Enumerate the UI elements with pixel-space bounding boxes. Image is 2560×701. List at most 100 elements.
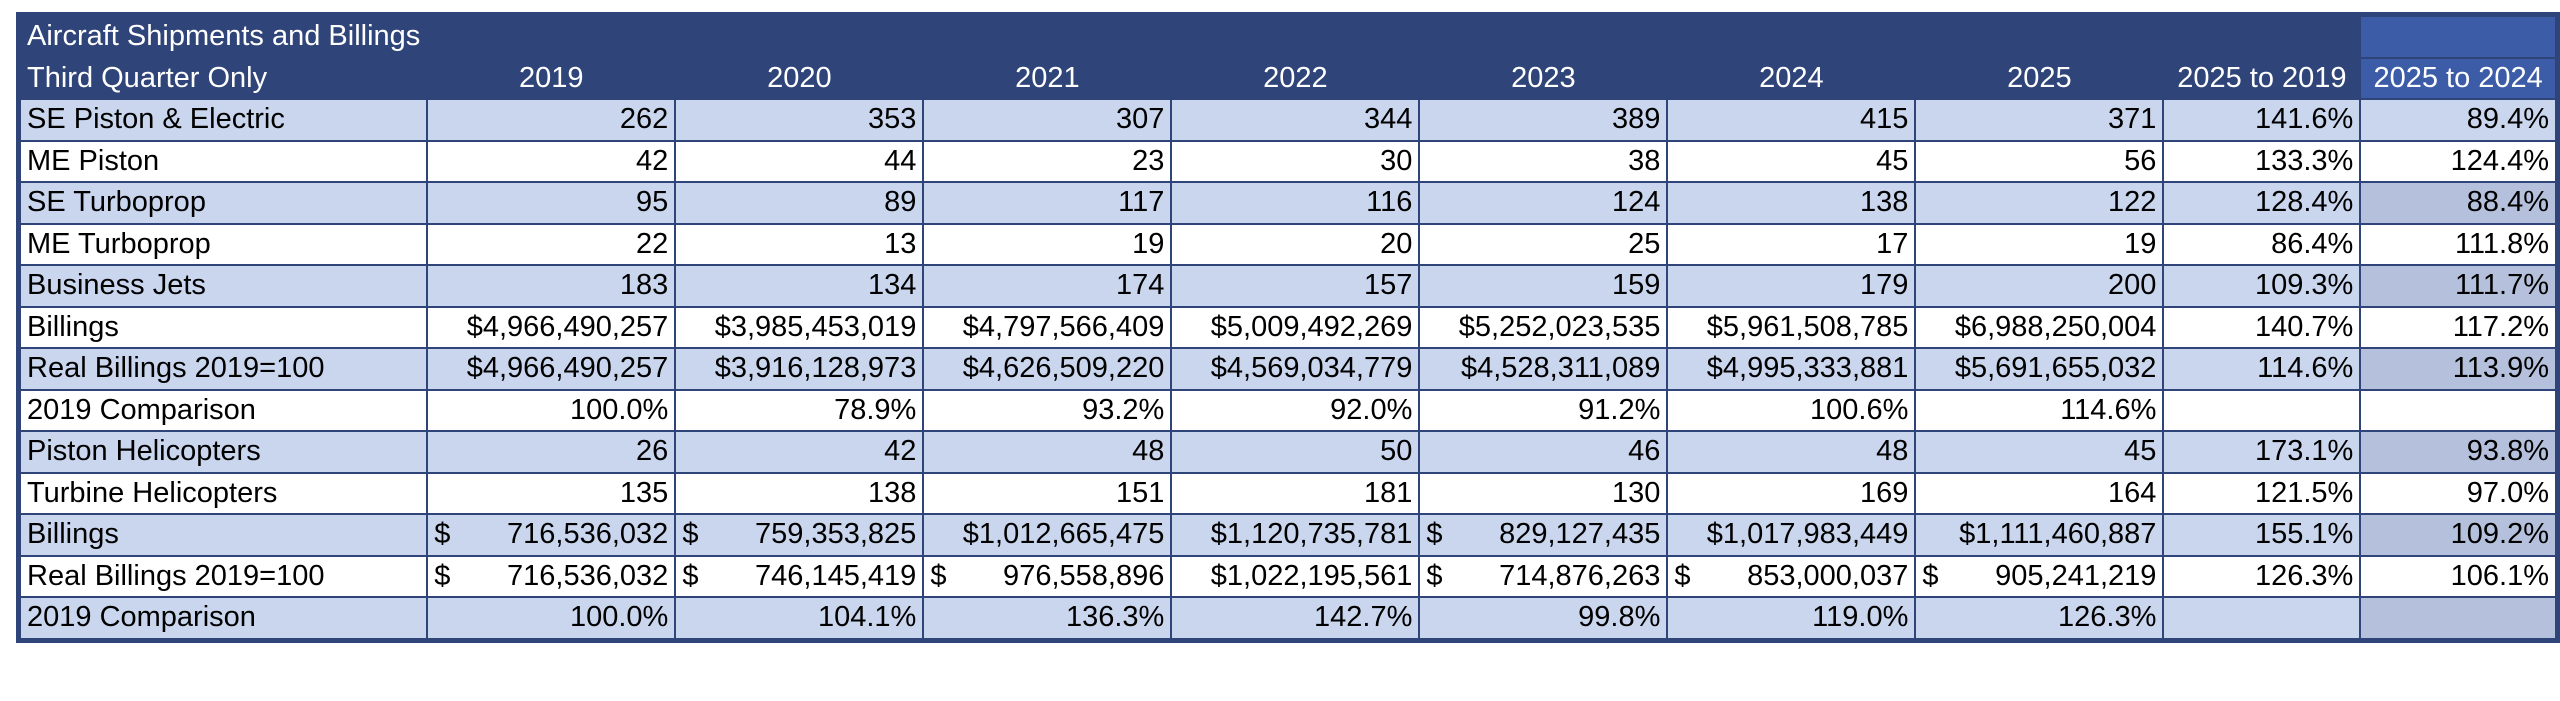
cell: 151 xyxy=(922,471,1173,515)
cell: 114.6% xyxy=(1914,388,2165,432)
cell: 371 xyxy=(1914,98,2165,142)
cell: $5,961,508,785 xyxy=(1666,305,1917,349)
row-label: 2019 Comparison xyxy=(17,596,429,641)
cell: $5,691,655,032 xyxy=(1914,347,2165,391)
cell: 134 xyxy=(674,264,925,308)
data-row: ME Turboprop 22 13 19 20 25 17 19 86.4% 111.8% xyxy=(17,222,2559,266)
cell: 181 xyxy=(1170,471,1421,515)
cell: 200 xyxy=(1914,264,2165,308)
cell: 48 xyxy=(922,430,1173,474)
cell: 25 xyxy=(1418,222,1669,266)
cell: 111.7% xyxy=(2359,264,2559,308)
cell xyxy=(2162,596,2362,641)
cell: 109.2% xyxy=(2359,513,2559,557)
cell: 389 xyxy=(1418,98,1669,142)
row-label: Billings xyxy=(17,513,429,557)
data-row: Billings $ 716,536,032 $ 759,353,825 $1,012… xyxy=(17,513,2559,557)
cell: 17 xyxy=(1666,222,1917,266)
data-row: ME Piston 42 44 23 30 38 45 56 133.3% 124.4% xyxy=(17,139,2559,183)
cell: 136.3% xyxy=(922,596,1173,641)
cell: 174 xyxy=(922,264,1173,308)
cell: 124.4% xyxy=(2359,139,2559,183)
row-label: Turbine Helicopters xyxy=(17,471,429,515)
cell: 45 xyxy=(1914,430,2165,474)
cell: 128.4% xyxy=(2162,181,2362,225)
cell xyxy=(1666,13,1917,59)
cell: 307 xyxy=(922,98,1173,142)
data-row: Real Billings 2019=100 $ 716,536,032 $ 746… xyxy=(17,554,2559,598)
cell xyxy=(2162,388,2362,432)
column-header: 2021 xyxy=(922,56,1173,100)
cell: 140.7% xyxy=(2162,305,2362,349)
cell: $3,985,453,019 xyxy=(674,305,925,349)
cell: 126.3% xyxy=(1914,596,2165,641)
cell xyxy=(2162,13,2362,59)
cell xyxy=(1170,13,1421,59)
cell xyxy=(2359,596,2559,641)
cell: $ 716,536,032 xyxy=(426,554,677,598)
cell: 121.5% xyxy=(2162,471,2362,515)
cell: 133.3% xyxy=(2162,139,2362,183)
cell: 20 xyxy=(1170,222,1421,266)
cell: 130 xyxy=(1418,471,1669,515)
cell: 119.0% xyxy=(1666,596,1917,641)
column-header: 2020 xyxy=(674,56,925,100)
data-row: 2019 Comparison 100.0% 78.9% 93.2% 92.0% 91.2… xyxy=(17,388,2559,432)
cell: 141.6% xyxy=(2162,98,2362,142)
cell: $4,569,034,779 xyxy=(1170,347,1421,391)
cell: 89 xyxy=(674,181,925,225)
cell: $ 853,000,037 xyxy=(1666,554,1917,598)
cell: 353 xyxy=(674,98,925,142)
row-label: 2019 Comparison xyxy=(17,388,429,432)
cell: 104.1% xyxy=(674,596,925,641)
cell: 106.1% xyxy=(2359,554,2559,598)
column-header: 2025 to 2024 xyxy=(2359,56,2559,100)
cell: $ 759,353,825 xyxy=(674,513,925,557)
cell: $6,988,250,004 xyxy=(1914,305,2165,349)
cell: $1,022,195,561 xyxy=(1170,554,1421,598)
cell xyxy=(426,13,677,59)
data-row: Piston Helicopters 26 42 48 50 46 48 45 173.1% 93… xyxy=(17,430,2559,474)
cell: 38 xyxy=(1418,139,1669,183)
row-label: SE Turboprop xyxy=(17,181,429,225)
row-label: ME Turboprop xyxy=(17,222,429,266)
cell: $5,252,023,535 xyxy=(1418,305,1669,349)
row-label: Billings xyxy=(17,305,429,349)
row-label: Piston Helicopters xyxy=(17,430,429,474)
cell: 30 xyxy=(1170,139,1421,183)
row-label: Real Billings 2019=100 xyxy=(17,554,429,598)
cell: 45 xyxy=(1666,139,1917,183)
cell: 50 xyxy=(1170,430,1421,474)
cell: 135 xyxy=(426,471,677,515)
cell xyxy=(1914,13,2165,59)
row-label: Real Billings 2019=100 xyxy=(17,347,429,391)
cell: $ 714,876,263 xyxy=(1418,554,1669,598)
cell: 113.9% xyxy=(2359,347,2559,391)
cell: 179 xyxy=(1666,264,1917,308)
data-row: 2019 Comparison 100.0% 104.1% 136.3% 142.7% 9… xyxy=(17,596,2559,641)
data-row: Billings $4,966,490,257 $3,985,453,019 $4,7… xyxy=(17,305,2559,349)
column-header: 2025 xyxy=(1914,56,2165,100)
cell: 56 xyxy=(1914,139,2165,183)
cell: $4,797,566,409 xyxy=(922,305,1173,349)
cell: 93.2% xyxy=(922,388,1173,432)
table-title: Aircraft Shipments and Billings xyxy=(17,13,429,59)
cell: 95 xyxy=(426,181,677,225)
column-header: 2024 xyxy=(1666,56,1917,100)
column-header: 2022 xyxy=(1170,56,1421,100)
cell: 19 xyxy=(1914,222,2165,266)
cell: 117 xyxy=(922,181,1173,225)
row-label: ME Piston xyxy=(17,139,429,183)
cell: 97.0% xyxy=(2359,471,2559,515)
cell: 42 xyxy=(426,139,677,183)
cell: 116 xyxy=(1170,181,1421,225)
cell: $ 829,127,435 xyxy=(1418,513,1669,557)
data-row: SE Piston & Electric 262 353 307 344 389 415 37… xyxy=(17,98,2559,142)
cell xyxy=(1418,13,1669,59)
cell: 99.8% xyxy=(1418,596,1669,641)
data-row: SE Turboprop 95 89 117 116 124 138 122 128.4% 88.… xyxy=(17,181,2559,225)
data-row: Real Billings 2019=100 $4,966,490,257 $3,9… xyxy=(17,347,2559,391)
shipments-table: Aircraft Shipments and Billings Third Qu… xyxy=(16,12,2560,643)
cell: 122 xyxy=(1914,181,2165,225)
